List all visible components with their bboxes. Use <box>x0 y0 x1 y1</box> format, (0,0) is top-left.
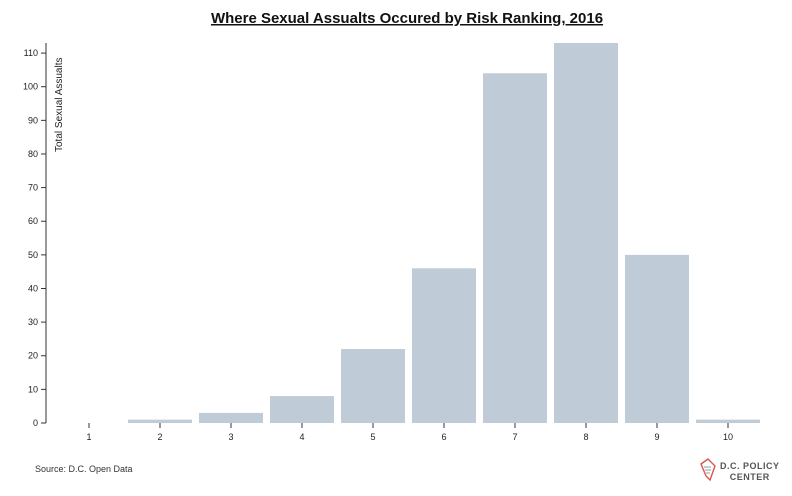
y-tick-label: 100 <box>23 82 38 92</box>
x-tick-label: 10 <box>723 432 733 442</box>
x-tick-label: 3 <box>228 432 233 442</box>
dc-policy-center-logo: D.C. POLICY CENTER <box>696 456 786 488</box>
y-tick-label: 50 <box>28 250 38 260</box>
bar-4 <box>270 396 334 423</box>
y-axis-ticks: 0 10 20 30 40 50 60 70 80 90 100 110 <box>23 48 46 428</box>
chart-title: Where Sexual Assualts Occured by Risk Ra… <box>211 10 603 27</box>
y-tick-label: 80 <box>28 149 38 159</box>
x-tick-label: 4 <box>299 432 304 442</box>
y-tick-label: 10 <box>28 384 38 394</box>
x-axis-ticks: 1 2 3 4 5 6 7 8 9 10 <box>86 423 733 442</box>
x-tick-label: 2 <box>157 432 162 442</box>
bar-3 <box>199 412 263 423</box>
x-tick-label: 6 <box>441 432 446 442</box>
y-tick-label: 110 <box>24 48 38 58</box>
x-tick-label: 5 <box>370 432 375 442</box>
logo-line-1: D.C. POLICY <box>720 461 780 471</box>
y-tick-label: 0 <box>33 418 38 428</box>
bar-10 <box>696 419 760 423</box>
bar-8 <box>554 43 618 423</box>
bar-9 <box>625 254 689 423</box>
x-tick-label: 7 <box>512 432 517 442</box>
logo-line-2: CENTER <box>729 472 770 482</box>
y-tick-label: 70 <box>28 183 38 193</box>
y-tick-label: 60 <box>28 216 38 226</box>
x-tick-label: 9 <box>654 432 659 442</box>
bar-7 <box>483 73 547 423</box>
x-tick-label: 8 <box>583 432 588 442</box>
bar-5 <box>341 349 405 423</box>
source-note: Source: D.C. Open Data <box>35 464 133 474</box>
x-tick-label: 1 <box>86 432 91 442</box>
y-tick-label: 20 <box>28 351 38 361</box>
bar-2 <box>128 419 192 423</box>
logo-text: D.C. POLICY CENTER <box>720 461 780 483</box>
bar-6 <box>412 268 476 423</box>
bars-group <box>128 43 760 423</box>
y-tick-label: 40 <box>28 283 38 293</box>
dc-map-icon <box>700 458 716 482</box>
y-tick-label: 30 <box>28 317 38 327</box>
y-tick-label: 90 <box>28 115 38 125</box>
y-axis-label: Total Sexual Assualts <box>54 58 65 153</box>
